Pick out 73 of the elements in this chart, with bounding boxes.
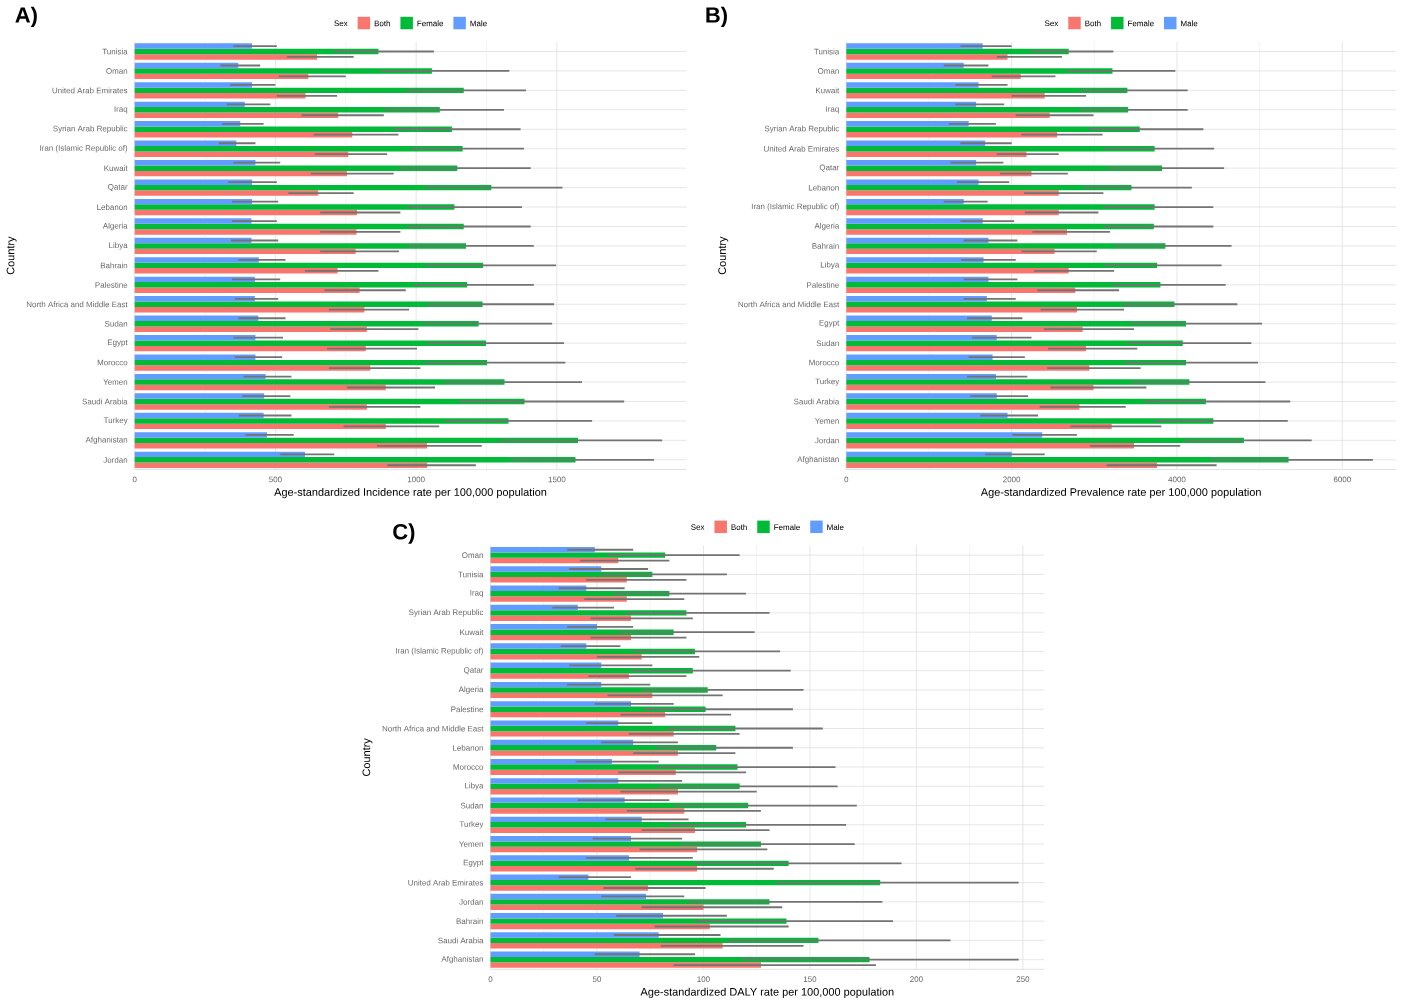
bar [490,918,787,924]
bar [846,340,1183,346]
bar [134,417,509,424]
bar [134,256,259,263]
bar [134,67,432,74]
bar [134,393,265,399]
bar [490,750,678,756]
bar [134,92,306,99]
chart-title: B) [706,6,727,27]
bar [490,932,659,938]
bar [846,190,1059,196]
bar [134,106,440,113]
bar [134,365,371,371]
bar [134,53,318,60]
bar [846,456,1289,463]
bar [134,456,576,463]
bar [846,81,979,88]
bar [846,403,1080,410]
bar [846,393,997,399]
bar [846,53,1008,60]
bar [846,442,1134,449]
bar [846,256,984,263]
bar [134,179,253,185]
bar [490,854,629,861]
bar [846,106,1129,113]
bar [846,379,1190,385]
bar [846,67,1113,74]
bar [134,190,319,196]
bar [134,165,458,171]
bar [846,120,969,127]
bar [134,120,241,127]
bar [846,43,983,49]
bar [846,92,1045,99]
bar [134,403,367,410]
bar [134,151,349,157]
bar [846,165,1163,171]
bar [846,151,1027,157]
bar [846,267,1069,274]
bar [846,228,1068,235]
chart-title: A) [15,6,37,27]
bar [134,379,505,385]
bar [846,295,987,302]
bar [134,354,256,360]
bar [134,218,252,224]
bar [846,204,1155,210]
bar [134,295,255,302]
bar [134,442,428,449]
bar [490,673,629,679]
bar [846,354,993,360]
bar [490,629,674,635]
bar [490,720,619,726]
bar [846,179,979,185]
bar [134,267,338,274]
bar [846,326,1083,332]
bar [846,218,983,224]
bar [134,281,468,288]
bar [846,242,1166,249]
bar [490,643,587,649]
bar [134,340,486,346]
bar [134,43,253,49]
bar [134,242,466,249]
bar [846,365,1090,371]
bar [846,281,1161,288]
bar [134,204,455,210]
bar [490,566,602,572]
bar [846,431,1043,438]
bar [846,417,1214,424]
bar [134,326,367,332]
bar [134,431,267,438]
chart-title: C) [393,523,415,544]
bar [134,81,253,88]
bar [490,885,649,891]
bar [134,228,357,235]
